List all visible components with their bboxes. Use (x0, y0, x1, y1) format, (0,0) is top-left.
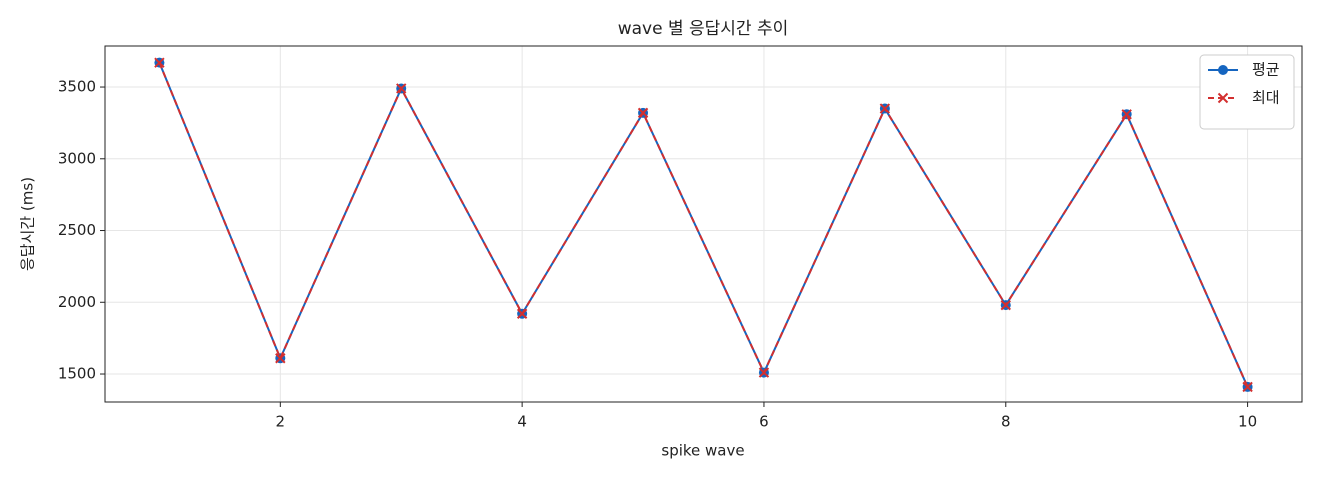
marker (1242, 381, 1253, 393)
legend-box (1199, 54, 1295, 130)
legend-marker (1218, 65, 1228, 75)
marker (637, 107, 649, 119)
x-tick-label: 4 (517, 413, 527, 431)
y-tick-label: 3500 (58, 78, 96, 96)
y-tick-label: 1500 (58, 365, 96, 383)
series-line (158, 62, 1249, 388)
marker (516, 308, 528, 319)
x-tick-label: 6 (759, 413, 769, 431)
legend-marker (1217, 92, 1229, 104)
marker (154, 57, 165, 68)
legend-label: 평균 (1252, 61, 1280, 79)
legend-label: 최대 (1252, 89, 1280, 107)
marker (396, 83, 407, 94)
marker (1121, 109, 1132, 120)
y-tick-label: 2500 (58, 221, 96, 239)
y-axis-label: 응답시간 (ms) (19, 177, 37, 271)
marker (758, 367, 770, 378)
x-axis-label: spike wave (661, 442, 744, 460)
x-tick-label: 10 (1238, 413, 1257, 431)
y-tick-label: 3000 (58, 149, 96, 167)
marker (879, 103, 891, 114)
x-tick-label: 8 (1001, 413, 1011, 431)
plot-frame (104, 45, 1303, 403)
chart-title: wave 별 응답시간 추이 (618, 19, 789, 39)
marker (1000, 299, 1011, 311)
x-tick-label: 2 (276, 413, 286, 431)
y-tick-label: 2000 (58, 293, 96, 311)
marker (275, 353, 286, 364)
